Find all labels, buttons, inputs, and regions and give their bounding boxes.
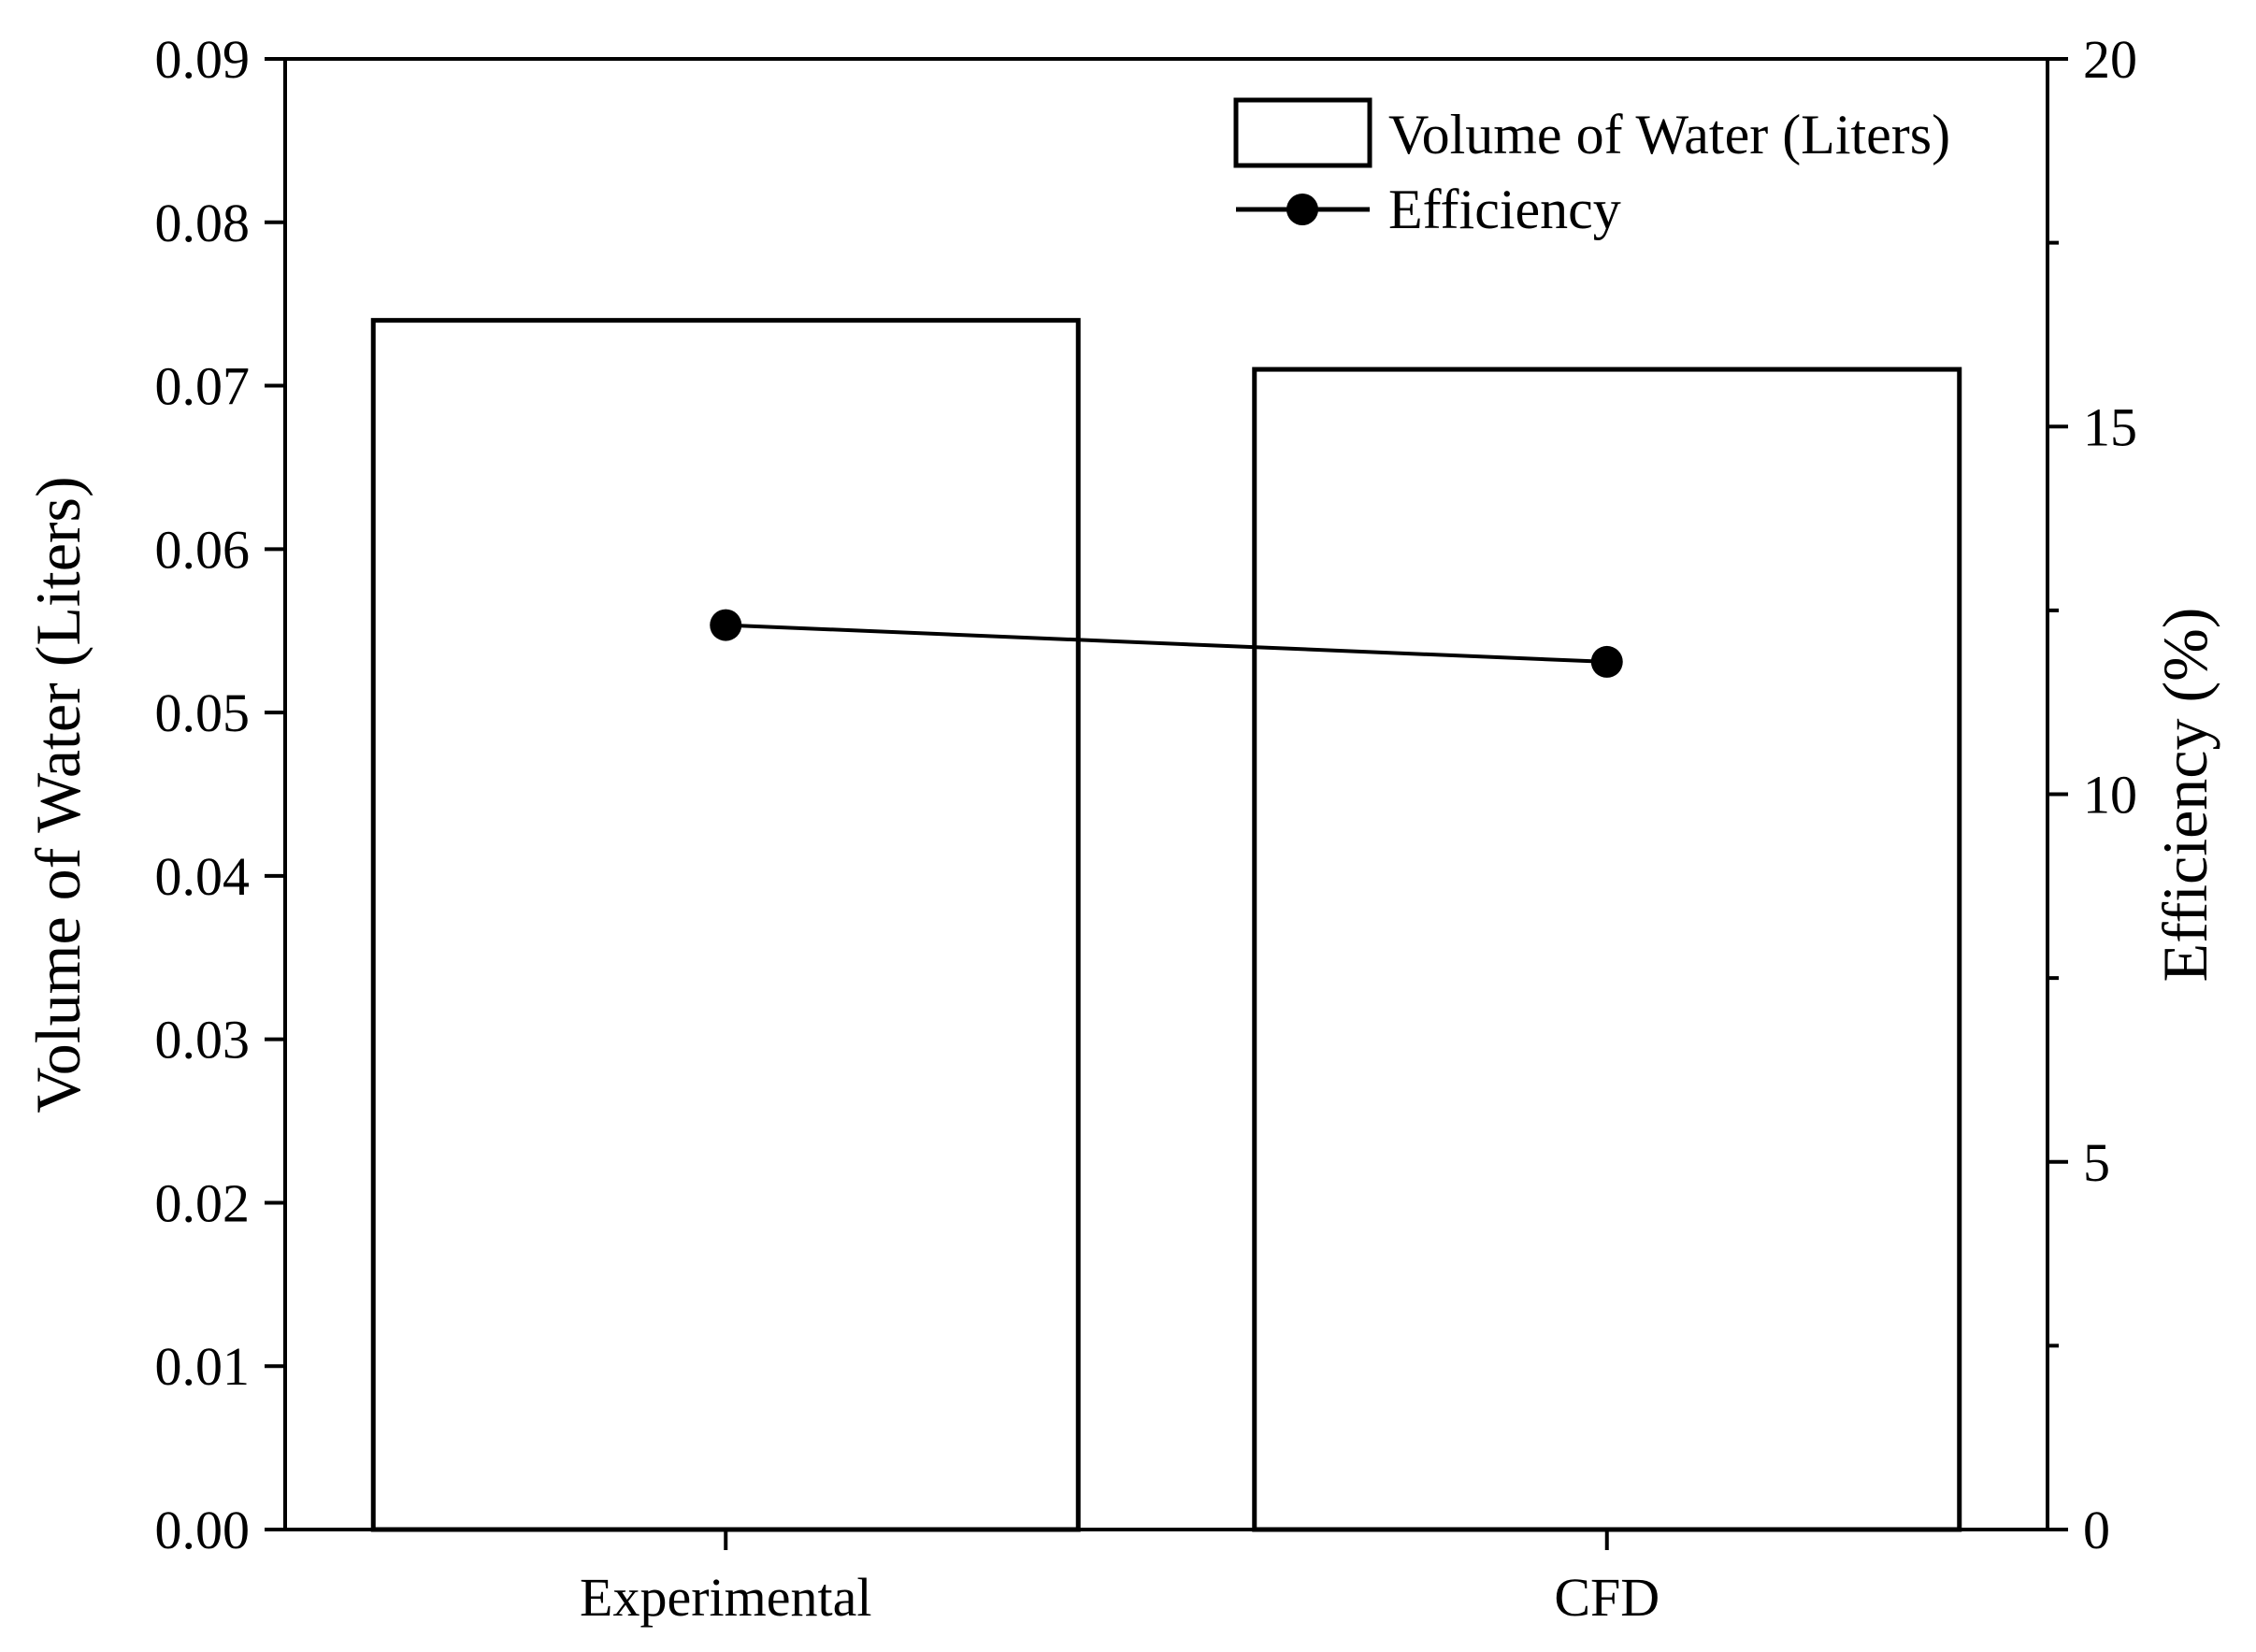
y2-axis-title: Efficiency (%) — [2149, 608, 2220, 983]
x-axis: Experimental CFD — [580, 1530, 1660, 1628]
left-tick-label: 0.01 — [155, 1336, 251, 1397]
left-tick-label: 0.05 — [155, 682, 251, 743]
left-tick-label: 0.07 — [155, 356, 251, 417]
bar-experimental — [370, 318, 1081, 1532]
efficiency-point-cfd — [1590, 645, 1623, 678]
left-tick-label: 0.08 — [155, 193, 251, 253]
right-tick-label: 20 — [2083, 29, 2137, 90]
right-axis: 0 5 10 15 20 — [2048, 29, 2137, 1560]
left-tick-label: 0.03 — [155, 1010, 251, 1070]
legend-label-efficiency: Efficiency — [1388, 179, 1621, 240]
left-tick-label: 0.04 — [155, 846, 251, 907]
legend-label-volume: Volume of Water (Liters) — [1388, 104, 1950, 165]
x-tick-label: CFD — [1554, 1567, 1660, 1628]
left-tick-label: 0.06 — [155, 519, 251, 580]
right-tick-label: 10 — [2083, 765, 2137, 826]
right-tick-label: 5 — [2083, 1132, 2110, 1193]
legend-bar-swatch — [1233, 97, 1372, 168]
left-axis: 0.00 0.01 0.02 0.03 0.04 0.05 0.06 0.07 0.08 0.09 — [155, 29, 285, 1560]
left-tick-label: 0.09 — [155, 29, 251, 90]
bar-cfd — [1252, 366, 1962, 1532]
legend-marker-swatch — [1286, 194, 1318, 225]
right-tick-label: 0 — [2083, 1500, 2110, 1560]
efficiency-line-layer — [710, 609, 1623, 678]
y-axis-title: Volume of Water (Liters) — [22, 476, 93, 1113]
right-tick-label: 15 — [2083, 396, 2137, 457]
legend: Volume of Water (Liters) Efficiency — [1233, 97, 1950, 240]
left-tick-label: 0.02 — [155, 1172, 251, 1233]
efficiency-line — [726, 623, 1607, 664]
x-tick-label: Experimental — [580, 1567, 871, 1628]
efficiency-point-experimental — [710, 609, 742, 641]
left-tick-label: 0.00 — [155, 1500, 251, 1560]
bars-layer — [370, 318, 1962, 1532]
